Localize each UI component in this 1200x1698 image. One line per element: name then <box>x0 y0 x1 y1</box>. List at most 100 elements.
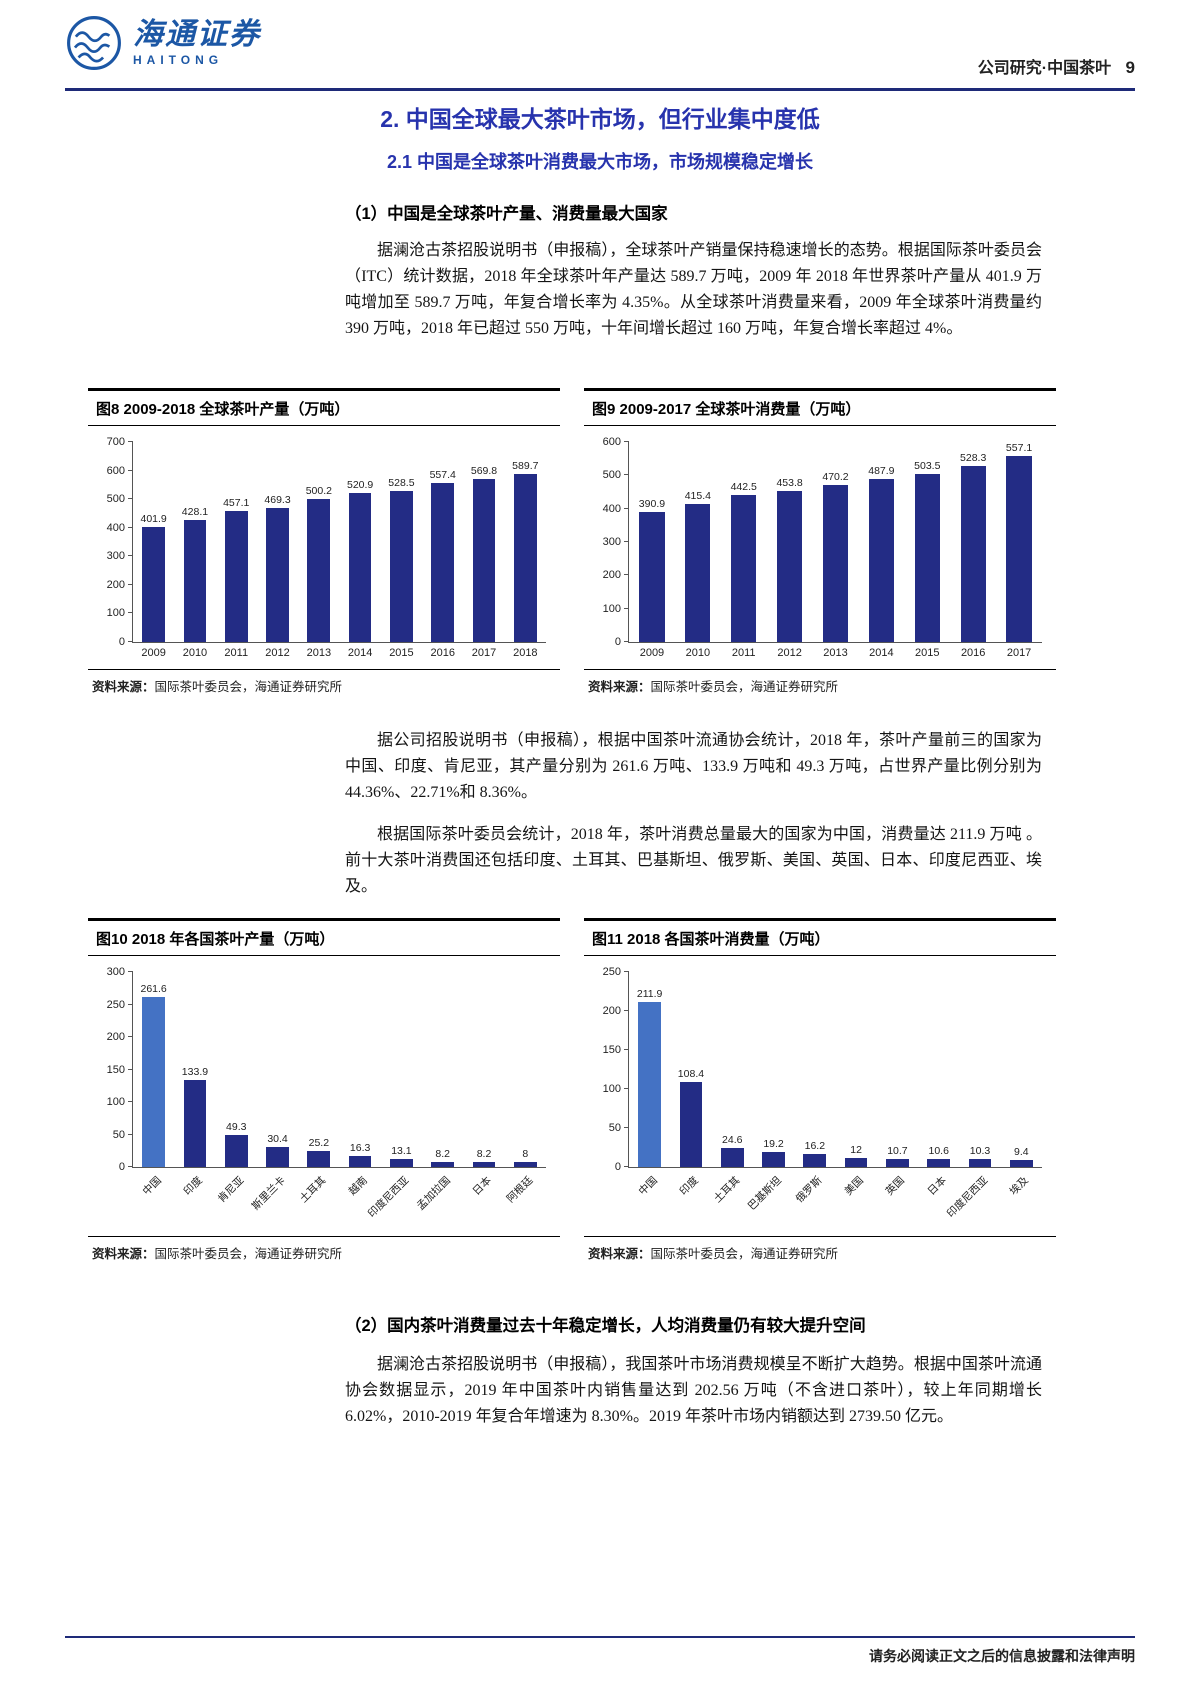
bar-value-label: 16.3 <box>349 1142 371 1155</box>
y-axis-tick-mark <box>128 971 133 972</box>
y-axis-tick-label: 50 <box>608 1122 621 1134</box>
x-axis-category-label: 印度尼西亚 <box>365 1174 412 1221</box>
bar <box>266 1147 289 1167</box>
bar-slot: 500.2 <box>298 485 339 642</box>
y-axis-tick-mark <box>624 507 629 509</box>
bar-slot: 589.7 <box>505 460 546 642</box>
x-axis-category-label: 孟加拉国 <box>414 1174 453 1213</box>
source-label: 资料来源： <box>92 1247 155 1261</box>
bar-slot: 569.8 <box>463 465 504 642</box>
y-axis-tick-mark <box>624 971 629 972</box>
bar <box>639 511 665 642</box>
bar <box>1009 1159 1033 1167</box>
bar-slot: 10.6 <box>918 1145 959 1167</box>
bar-value-label: 520.9 <box>346 479 374 492</box>
bar-slot: 415.4 <box>675 490 721 642</box>
y-axis-tick-mark <box>128 1036 133 1037</box>
bar-value-label: 261.6 <box>140 982 167 995</box>
x-axis-category-label: 越南 <box>346 1174 371 1198</box>
figure-8-title: 图8 2009-2018 全球茶叶产量（万吨） <box>88 388 560 426</box>
bar <box>868 479 895 642</box>
x-axis-category-label: 2011 <box>731 647 756 659</box>
source-label: 资料来源： <box>588 680 651 694</box>
x-axis-category-label: 印度尼西亚 <box>944 1174 990 1221</box>
bar-slot: 10.7 <box>877 1145 918 1167</box>
bar <box>685 503 711 642</box>
bar-slot: 133.9 <box>174 1066 215 1167</box>
y-axis-tick-label: 200 <box>602 569 621 582</box>
y-axis-tick-mark <box>128 1003 133 1005</box>
bar-value-label: 453.8 <box>776 476 803 489</box>
bar-value-label: 470.2 <box>822 471 849 484</box>
source-label: 资料来源： <box>588 1247 651 1261</box>
bar-slot: 19.2 <box>753 1138 794 1167</box>
figure-8-chart: 0 100 200 300 400 500 600 700 401.9 428.1 457.1 46… <box>88 426 560 659</box>
bar-value-label: 469.3 <box>264 493 291 506</box>
paragraph-2: 据公司招股说明书（申报稿），根据中国茶叶流通协会统计，2018 年，茶叶产量前三… <box>345 732 1042 801</box>
logo-english-name: HAITONG <box>133 53 224 67</box>
bar-value-label: 10.3 <box>969 1144 991 1157</box>
bar <box>513 473 537 642</box>
logo-chinese-name: 海通证券 <box>133 18 261 51</box>
bar <box>731 494 757 642</box>
y-axis-tick-label: 700 <box>106 436 125 448</box>
bar-slot: 528.3 <box>950 452 996 642</box>
bar <box>513 1161 537 1167</box>
bar-slot: 16.3 <box>339 1142 380 1167</box>
bar-slot: 528.5 <box>381 477 422 642</box>
figure-10: 图10 2018 年各国茶叶产量（万吨） 0 50 100 150 200 250 300 … <box>88 918 560 1267</box>
bar-value-label: 557.4 <box>429 468 456 481</box>
bar <box>390 491 413 642</box>
bar <box>886 1158 909 1167</box>
chart-canvas: 0 50 100 150 200 250 300 261.6 133.9 49.3 30.4 25.… <box>96 966 546 1173</box>
x-axis-category-label: 埃及 <box>1007 1174 1032 1198</box>
bar <box>638 1001 661 1167</box>
bar <box>968 1158 992 1167</box>
bar-slot: 469.3 <box>257 494 298 642</box>
bar-slot: 503.5 <box>904 460 950 642</box>
y-axis-tick-label: 200 <box>602 1005 621 1017</box>
x-axis-labels: 2009 2010 2011 2012 2013 2014 2015 2016 2017 <box>629 643 1042 659</box>
bar <box>720 1147 744 1167</box>
bar <box>844 1157 868 1167</box>
bar-slot: 390.9 <box>629 498 675 642</box>
bar-value-label: 16.2 <box>804 1140 826 1153</box>
paragraph-1: 据澜沧古茶招股说明书（申报稿），全球茶叶产销量保持稳速增长的态势。根据国际茶叶委… <box>345 242 1042 337</box>
figure-9-title: 图9 2009-2017 全球茶叶消费量（万吨） <box>584 388 1056 426</box>
bar-slot: 442.5 <box>721 481 767 642</box>
header-divider <box>65 88 1135 91</box>
y-axis-tick-mark <box>128 555 133 557</box>
figure-8: 图8 2009-2018 全球茶叶产量（万吨） 0 100 200 300 400 500… <box>88 388 560 700</box>
plot-area: 211.9 108.4 24.6 19.2 16.2 12 10.7 10.6 10.3 9.4 <box>624 971 1042 1168</box>
bar-value-label: 211.9 <box>636 987 663 1000</box>
heading-point-1: （1）中国是全球茶叶产量、消费量最大国家 <box>345 205 668 223</box>
figure-10-title: 图10 2018 年各国茶叶产量（万吨） <box>88 918 560 956</box>
bar-slot: 557.1 <box>996 442 1042 642</box>
bar <box>472 1161 496 1167</box>
source-text: 国际茶叶委员会，海通证券研究所 <box>650 680 839 694</box>
paragraph-4: 据澜沧古茶招股说明书（申报稿），我国茶叶市场消费规模呈不断扩大趋势。根据中国茶叶… <box>345 1356 1042 1425</box>
bar-slot: 428.1 <box>174 506 215 642</box>
bar <box>679 1082 703 1167</box>
bar <box>224 511 248 642</box>
y-axis-tick-label: 200 <box>106 1031 125 1043</box>
bar-slot: 557.4 <box>422 469 463 642</box>
y-axis: 0 100 200 300 400 500 600 700 <box>96 436 132 648</box>
bar <box>960 465 986 642</box>
y-axis: 0 50 100 150 200 250 <box>592 966 628 1173</box>
x-axis-category-label: 2013 <box>306 647 332 659</box>
y-axis-tick-mark <box>128 441 133 442</box>
y-axis-tick-label: 400 <box>106 521 125 534</box>
haitong-logo: 海通证券 HAITONG <box>65 14 261 72</box>
x-axis-category-label: 俄罗斯 <box>793 1174 825 1206</box>
bar-value-label: 30.4 <box>267 1133 288 1146</box>
logo-text: 海通证券 HAITONG <box>133 18 261 68</box>
bar-value-label: 428.1 <box>181 505 209 518</box>
page-header: 海通证券 HAITONG 公司研究·中国茶叶 9 <box>65 12 1135 86</box>
bar <box>431 482 455 642</box>
x-axis-category-label: 2009 <box>639 647 665 659</box>
y-axis: 0 50 100 150 200 250 300 <box>96 966 132 1173</box>
y-axis-tick-label: 150 <box>602 1044 621 1056</box>
x-axis-category-label: 2018 <box>513 647 538 659</box>
bar-value-label: 401.9 <box>140 513 167 526</box>
